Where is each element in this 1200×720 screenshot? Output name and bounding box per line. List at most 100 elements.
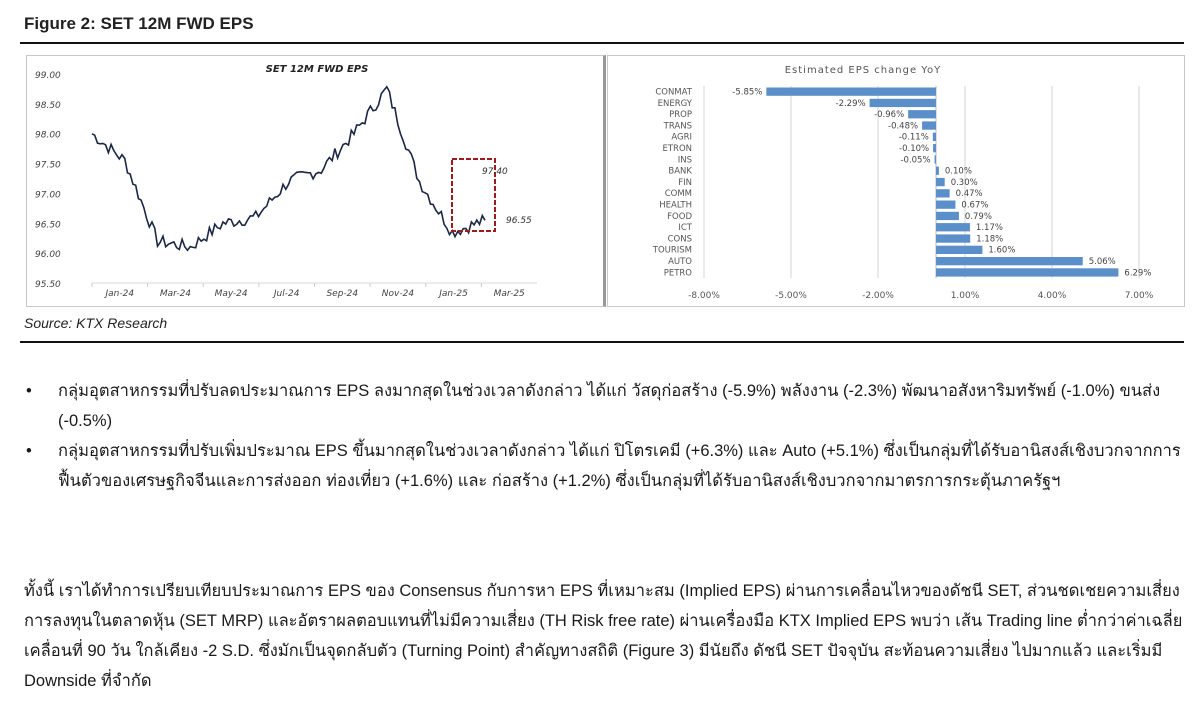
value-label: -0.48%	[888, 121, 918, 131]
bar-row: PETRO 6.29%	[664, 268, 1151, 278]
category-label: HEALTH	[659, 201, 692, 211]
figure-source: Source: KTX Research	[24, 315, 168, 331]
bar	[936, 211, 959, 221]
line-chart-panel: SET 12M FWD EPS 99.00 98.50 98.00 97.50 97.0…	[26, 55, 606, 307]
x-tick-label: -2.00%	[862, 291, 894, 301]
bar-row: ENERGY -2.29%	[658, 98, 936, 109]
y-tick-label: 97.00	[35, 190, 61, 200]
line-chart-title: SET 12M FWD EPS	[266, 64, 369, 75]
x-tick-label: Jan-25	[437, 289, 468, 299]
bar-row: FOOD 0.79%	[667, 211, 992, 222]
bar	[936, 166, 939, 175]
bar-row: AUTO 5.06%	[668, 257, 1116, 267]
bar	[933, 144, 936, 153]
y-tick-label: 96.50	[35, 220, 61, 230]
category-label: BANK	[668, 167, 692, 177]
y-tick-label: 95.50	[35, 280, 61, 290]
category-label: TRANS	[663, 121, 692, 131]
bar-row: CONMAT -5.85%	[655, 87, 936, 98]
x-tick-label: Jul-24	[272, 289, 300, 299]
value-label: 0.67%	[961, 201, 988, 211]
value-label: 5.06%	[1089, 257, 1116, 267]
y-tick-label: 98.50	[35, 101, 61, 111]
category-label: CONS	[668, 234, 692, 244]
bar	[936, 234, 971, 243]
x-tick-label: 4.00%	[1038, 291, 1067, 301]
category-label: ICT	[678, 223, 692, 233]
value-label: 0.30%	[951, 178, 978, 188]
line-chart-x-axis: Jan-24 Mar-24 May-24 Jul-24 Sep-24 Nov-24 Jan-…	[91, 283, 525, 299]
x-tick-label: 1.00%	[951, 291, 980, 301]
bar	[936, 268, 1119, 277]
bar-row: ICT 1.17%	[678, 223, 1003, 233]
x-tick-label: 7.00%	[1125, 291, 1154, 301]
highlight-box	[451, 158, 496, 232]
bar-row: BANK 0.10%	[668, 166, 972, 177]
category-label: PROP	[669, 110, 692, 120]
x-tick-label: Sep-24	[326, 289, 358, 299]
value-label: 0.79%	[965, 212, 992, 222]
value-label: -0.96%	[874, 110, 904, 120]
x-tick-label: -8.00%	[688, 291, 720, 301]
source-rule	[20, 341, 1184, 343]
bar-row: HEALTH 0.67%	[659, 200, 988, 211]
bullet-text: กลุ่มอุตสาหกรรมที่ปรับเพิ่มประมาณ EPS ขึ…	[58, 442, 1181, 490]
bar-row: TOURISM 1.60%	[652, 245, 1015, 256]
category-label: COMM	[665, 189, 692, 199]
value-label: -0.10%	[899, 144, 929, 154]
bar	[766, 87, 936, 96]
bullet-list: • กลุ่มอุตสาหกรรมที่ปรับลดประมาณการ EPS …	[24, 376, 1184, 496]
value-label: -0.05%	[900, 155, 930, 165]
bar	[936, 200, 956, 209]
value-label: 0.10%	[945, 167, 972, 177]
bar-chart-bars: CONMAT -5.85% ENERGY -2.29% PROP -0.96% TRANS -…	[652, 87, 1151, 278]
bar-row: PROP -0.96%	[669, 110, 936, 120]
y-tick-label: 96.00	[35, 250, 61, 260]
figure-title: Figure 2: SET 12M FWD EPS	[24, 14, 254, 33]
bar-row: CONS 1.18%	[668, 234, 1003, 244]
annotation-latest: 96.55	[506, 216, 532, 226]
y-tick-label: 99.00	[35, 71, 61, 81]
bullet-item: • กลุ่มอุตสาหกรรมที่ปรับลดประมาณการ EPS …	[24, 376, 1184, 436]
x-tick-label: Nov-24	[382, 289, 415, 299]
bar-chart-panel: Estimated EPS change YoY CONMAT -5.85% ENE…	[607, 55, 1185, 307]
bullet-text: กลุ่มอุตสาหกรรมที่ปรับลดประมาณการ EPS ลง…	[58, 382, 1161, 430]
category-label: AGRI	[671, 133, 692, 143]
value-label: -0.11%	[899, 133, 929, 143]
category-label: FOOD	[667, 212, 692, 222]
bar	[869, 98, 936, 108]
bar-chart-x-axis: -8.00% -5.00% -2.00% 1.00% 4.00% 7.00%	[688, 291, 1154, 301]
bar	[908, 110, 936, 119]
category-label: PETRO	[664, 268, 693, 278]
bar	[936, 177, 945, 187]
value-label: 1.18%	[976, 234, 1003, 244]
bar-row: ETRON -0.10%	[662, 144, 936, 154]
value-label: -2.29%	[836, 99, 866, 109]
category-label: AUTO	[668, 257, 692, 267]
annotation-high: 97.40	[482, 167, 508, 177]
line-series	[91, 85, 486, 252]
bar-chart: Estimated EPS change YoY CONMAT -5.85%ENE…	[652, 65, 1154, 301]
line-chart: SET 12M FWD EPS 99.00 98.50 98.00 97.50 97.0…	[35, 64, 537, 299]
y-tick-label: 97.50	[35, 161, 61, 171]
category-label: ETRON	[662, 144, 692, 154]
category-label: CONMAT	[655, 88, 692, 98]
bar-row: TRANS -0.48%	[663, 121, 936, 131]
bar	[936, 189, 950, 198]
x-tick-label: May-24	[215, 289, 248, 299]
line-chart-y-axis: 99.00 98.50 98.00 97.50 97.00 96.50 96.00 95.50	[35, 71, 61, 290]
value-label: 6.29%	[1124, 268, 1151, 278]
bar-row: INS -0.05%	[678, 155, 937, 165]
bullet-icon: •	[26, 442, 32, 460]
bar	[936, 223, 970, 232]
title-rule	[20, 42, 1184, 44]
bullet-item: • กลุ่มอุตสาหกรรมที่ปรับเพิ่มประมาณ EPS …	[24, 436, 1184, 496]
category-label: INS	[678, 155, 692, 165]
value-label: 1.60%	[988, 246, 1015, 256]
bar-row: COMM 0.47%	[665, 189, 983, 199]
bar	[936, 245, 983, 254]
category-label: TOURISM	[652, 246, 692, 256]
body-paragraph: ทั้งนี้ เราได้ทำการเปรียบเทียบประมาณการ …	[24, 582, 1183, 690]
value-label: 1.17%	[976, 223, 1003, 233]
bar-chart-title: Estimated EPS change YoY	[785, 65, 942, 76]
